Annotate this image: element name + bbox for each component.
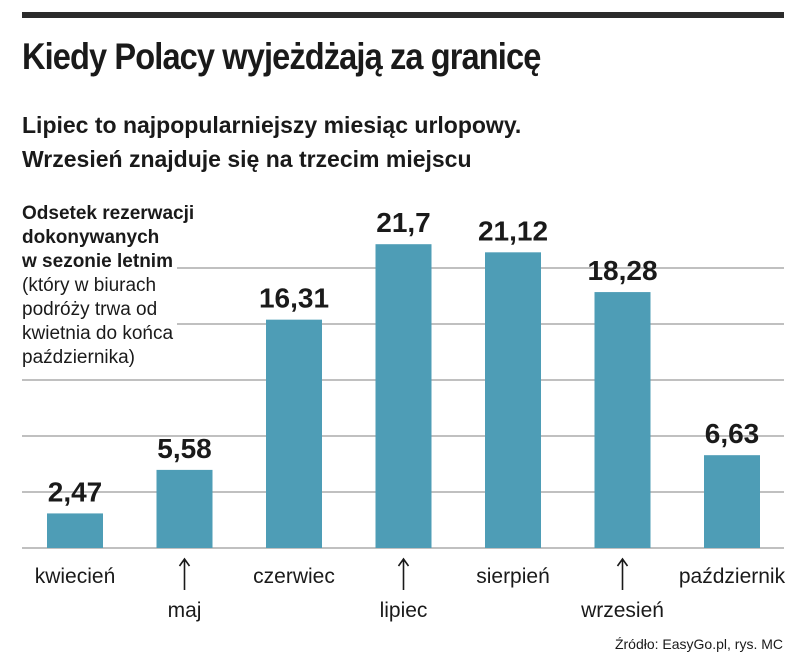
bar-0	[47, 513, 103, 548]
source-credit: Źródło: EasyGo.pl, rys. MC	[614, 636, 783, 652]
ylabel-note-2: podróży trwa od	[22, 298, 198, 322]
ylabel-note-3: kwietnia do końca	[22, 322, 198, 346]
ylabel-note-1: (który w biurach	[22, 274, 198, 298]
subtitle-line-2: Wrzesień znajduje się na trzecim miejscu	[22, 146, 472, 172]
ylabel-line-3: w sezonie letnim	[22, 250, 198, 274]
category-label-3: lipiec	[380, 599, 428, 622]
chart-subtitle: Lipiec to najpopularniejszy miesiąc urlo…	[22, 108, 521, 176]
ylabel-line-2: dokonywanych	[22, 226, 198, 250]
bar-1	[156, 469, 213, 548]
leader-arrow-5	[616, 557, 629, 590]
value-label-3: 21,7	[376, 207, 431, 238]
value-label-4: 21,12	[478, 215, 548, 246]
ylabel-note-4: października)	[22, 346, 198, 370]
bar-4	[485, 252, 541, 548]
top-rule	[22, 12, 784, 18]
category-labels: kwiecień maj czerwiec lipiec sierpień wrzesie…	[35, 557, 786, 622]
value-label-5: 18,28	[587, 255, 657, 286]
value-label-1: 5,58	[157, 433, 212, 464]
category-label-4: sierpień	[476, 565, 550, 588]
category-label-2: czerwiec	[253, 565, 335, 588]
leader-arrow-1	[178, 557, 191, 590]
value-label-0: 2,47	[48, 476, 103, 507]
y-axis-label: Odsetek rezerwacji dokonywanych w sezoni…	[22, 202, 199, 370]
bar-3	[375, 244, 432, 548]
value-labels: 2,47 5,58 16,31 21,7 21,12 18,28 6,63	[48, 207, 760, 507]
category-label-5: wrzesień	[580, 599, 664, 622]
value-label-6: 6,63	[705, 418, 760, 449]
category-label-0: kwiecień	[35, 565, 116, 588]
bar-2	[266, 319, 322, 548]
bar-6	[704, 455, 760, 548]
subtitle-line-1: Lipiec to najpopularniejszy miesiąc urlo…	[22, 112, 522, 138]
bar-5	[594, 292, 651, 548]
ylabel-line-1: Odsetek rezerwacji	[22, 202, 199, 226]
category-label-6: październik	[679, 565, 786, 588]
value-label-2: 16,31	[259, 283, 329, 314]
bars	[47, 244, 760, 548]
category-label-1: maj	[168, 599, 202, 622]
chart-title: Kiedy Polacy wyjeżdżają za granicę	[22, 36, 541, 77]
leader-arrow-3	[397, 557, 410, 590]
